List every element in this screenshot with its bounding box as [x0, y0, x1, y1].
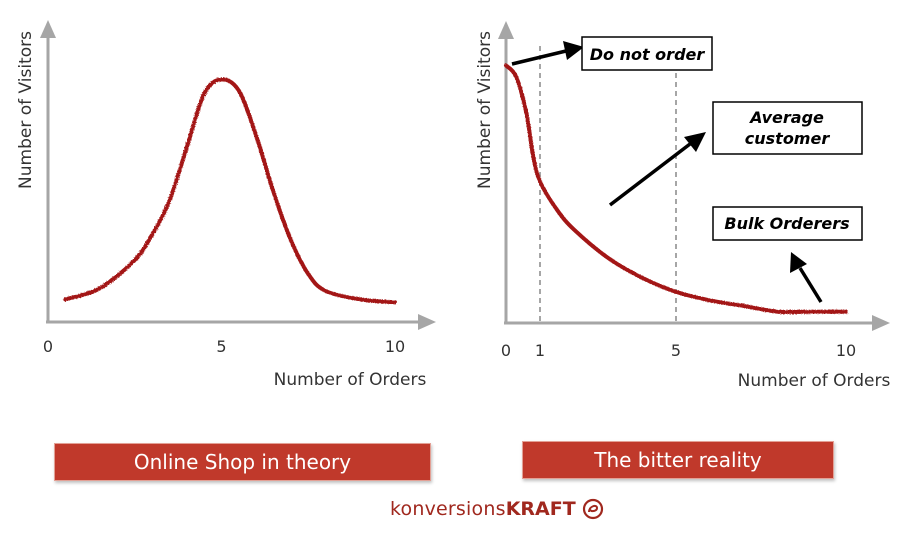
chart-left-data-points — [64, 78, 397, 304]
annotation-do-not-order-arrow — [511, 49, 567, 66]
annotation-average-customer-line2: customer — [745, 129, 831, 148]
caption-banner-reality: The bitter reality — [522, 441, 834, 479]
annotation-average-customer-box — [712, 101, 863, 155]
annotation-bulk-orderers-text: Bulk Orderers — [724, 214, 849, 233]
chart-right-tick-labels: 0 1 5 10 — [501, 341, 856, 360]
annotation-do-not-order-text: Do not order — [590, 45, 706, 64]
chart-left-x-tick-label: 5 — [216, 337, 226, 356]
chart-left-x-tick-label: 0 — [43, 337, 53, 356]
brand-emblem-icon — [582, 498, 603, 520]
annotation-average-customer: Average customer — [608, 101, 863, 207]
chart-left-xlabel: Number of Orders — [274, 370, 427, 390]
chart-left-y-arrowhead — [40, 20, 56, 38]
chart-right-x-tick-label: 10 — [836, 341, 856, 360]
annotation-bulk-orderers-arrow — [798, 267, 823, 303]
chart-left-tick-labels: 0 5 10 — [43, 337, 405, 356]
chart-right-guide-lines — [539, 46, 677, 323]
chart-left-axes — [40, 20, 436, 330]
annotation-do-not-order-box — [581, 36, 713, 71]
annotation-average-customer-arrowhead — [684, 132, 706, 152]
brand-name-part2: KRAFT — [505, 498, 576, 520]
chart-right: Number of Visitors Number of Orders 0 1 5 1… — [475, 21, 890, 391]
chart-left-ylabel: Number of Visitors — [16, 31, 36, 189]
chart-left: Number of Visitors Number of Orders 0 5 10 — [16, 20, 436, 390]
brand-name-part1: konversions — [390, 498, 506, 520]
annotation-bulk-orderers: Bulk Orderers — [712, 206, 863, 303]
caption-reality-text: The bitter reality — [594, 448, 762, 472]
chart-right-axes — [498, 21, 890, 331]
chart-right-y-arrowhead — [498, 21, 514, 39]
chart-right-ylabel: Number of Visitors — [475, 31, 495, 189]
chart-left-series-line — [63, 77, 397, 305]
annotation-average-customer-line1: Average — [748, 108, 824, 127]
chart-right-x-tick-label: 5 — [671, 341, 681, 360]
chart-right-x-tick-label: 0 — [501, 341, 511, 360]
annotation-average-customer-arrow — [608, 142, 692, 207]
chart-right-x-arrowhead — [872, 315, 890, 331]
brand-logo: konversions KRAFT — [390, 498, 604, 520]
chart-left-x-arrowhead — [418, 314, 436, 330]
chart-right-series-line — [504, 63, 848, 315]
annotation-bulk-orderers-arrowhead — [790, 252, 807, 273]
annotation-do-not-order-arrowhead — [563, 41, 584, 60]
caption-theory-text: Online Shop in theory — [133, 450, 352, 474]
chart-right-x-tick-label: 1 — [535, 341, 545, 360]
annotation-do-not-order: Do not order — [511, 36, 713, 71]
chart-left-x-tick-label: 10 — [385, 337, 405, 356]
caption-banner-theory: Online Shop in theory — [54, 443, 431, 481]
chart-right-xlabel: Number of Orders — [738, 371, 891, 391]
annotation-bulk-orderers-box — [712, 206, 863, 241]
